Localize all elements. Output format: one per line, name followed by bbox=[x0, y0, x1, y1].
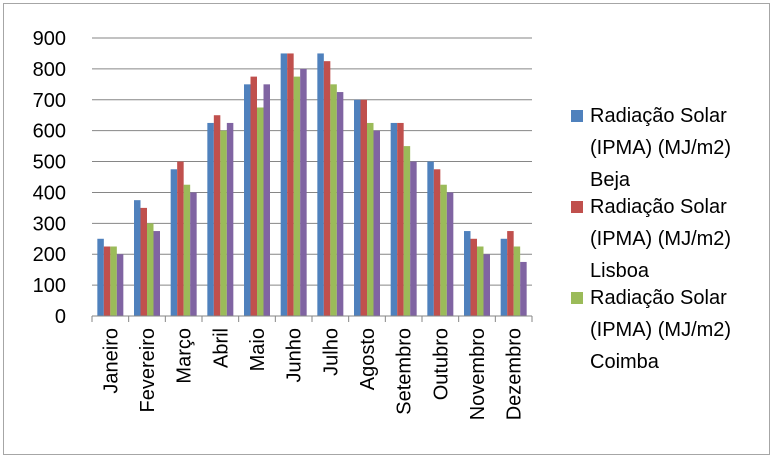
bar-outubro-series-4 bbox=[446, 192, 454, 316]
legend-label: Beja bbox=[590, 169, 631, 191]
bar-fevereiro-series-2 bbox=[140, 207, 147, 316]
y-tick-label: 400 bbox=[33, 182, 66, 204]
y-tick-label: 900 bbox=[33, 28, 66, 50]
x-tick-label: Setembro bbox=[394, 328, 416, 415]
bar-julho-series-1 bbox=[317, 53, 324, 316]
bar-dezembro-series-4 bbox=[520, 261, 527, 316]
x-tick-label: Outubro bbox=[430, 328, 452, 400]
bar-janeiro-series-2 bbox=[103, 246, 111, 316]
bar-julho-series-4 bbox=[336, 92, 344, 316]
legend-label: (IPMA) (MJ/m2) bbox=[590, 137, 731, 159]
y-tick-label: 800 bbox=[33, 59, 66, 81]
bar-novembro-series-2 bbox=[470, 238, 477, 316]
x-tick-label: Maio bbox=[247, 328, 269, 371]
legend-label: (IPMA) (MJ/m2) bbox=[590, 319, 731, 341]
bar-outubro-series-2 bbox=[433, 169, 441, 316]
legend-label: Coimba bbox=[590, 351, 660, 373]
bars bbox=[97, 53, 527, 317]
bar-abril-series-4 bbox=[226, 122, 234, 316]
bar-junho-series-2 bbox=[287, 53, 294, 316]
bar-setembro-series-2 bbox=[397, 122, 404, 316]
gridlines bbox=[92, 37, 532, 286]
x-tick-label: Abril bbox=[210, 328, 232, 368]
bar-setembro-series-3 bbox=[403, 146, 411, 316]
bar-agosto-series-4 bbox=[373, 130, 380, 316]
legend-swatch bbox=[571, 201, 583, 213]
x-tick-label: Dezembro bbox=[504, 328, 526, 420]
legend-label: Lisboa bbox=[590, 260, 650, 282]
bar-janeiro-series-3 bbox=[110, 246, 117, 316]
bar-dezembro-series-2 bbox=[507, 231, 514, 316]
bar-janeiro-series-1 bbox=[97, 238, 104, 316]
y-tick-label: 100 bbox=[33, 275, 66, 297]
bar-maio-series-3 bbox=[257, 107, 264, 316]
bar-fevereiro-series-4 bbox=[153, 231, 160, 316]
bar-julho-series-3 bbox=[330, 84, 337, 316]
axes: 0 100 200 300 400 500 600 700 800 900 Janeiro Fever… bbox=[33, 28, 533, 420]
bar-abril-series-1 bbox=[207, 122, 214, 316]
bar-novembro-series-3 bbox=[477, 246, 484, 316]
y-tick-label: 500 bbox=[33, 152, 66, 174]
y-tick-label: 300 bbox=[33, 213, 66, 235]
x-tick-label: Março bbox=[174, 328, 196, 384]
bar-maio-series-1 bbox=[244, 84, 251, 316]
bar-junho-series-3 bbox=[293, 76, 301, 316]
bar-outubro-series-3 bbox=[440, 184, 447, 316]
y-tick-label: 700 bbox=[33, 90, 66, 112]
bar-março-series-3 bbox=[183, 184, 191, 316]
bar-abril-series-3 bbox=[220, 130, 227, 316]
legend-swatch bbox=[571, 292, 583, 304]
bar-agosto-series-2 bbox=[360, 99, 367, 317]
legend-label: Radiação Solar bbox=[590, 196, 727, 218]
legend-label: Radiação Solar bbox=[590, 287, 727, 309]
bar-dezembro-series-3 bbox=[513, 246, 521, 316]
y-tick-label: 200 bbox=[33, 244, 66, 266]
bar-maio-series-2 bbox=[250, 76, 257, 316]
bar-agosto-series-3 bbox=[367, 122, 374, 316]
legend-label: (IPMA) (MJ/m2) bbox=[590, 228, 731, 250]
bar-junho-series-1 bbox=[280, 53, 288, 316]
chart-border bbox=[3, 3, 770, 455]
bar-julho-series-2 bbox=[323, 61, 331, 316]
legend: Radiação Solar (IPMA) (MJ/m2) Beja Radiação… bbox=[571, 105, 731, 373]
bar-março-series-1 bbox=[170, 169, 178, 316]
bar-novembro-series-1 bbox=[464, 231, 471, 316]
x-tick-label: Janeiro bbox=[100, 328, 122, 394]
legend-swatch bbox=[571, 110, 583, 122]
bar-setembro-series-1 bbox=[390, 122, 398, 316]
bar-abril-series-2 bbox=[213, 115, 221, 316]
legend-label: Radiação Solar bbox=[590, 105, 727, 127]
bar-junho-series-4 bbox=[300, 68, 307, 316]
x-tick-label: Fevereiro bbox=[137, 328, 159, 412]
bar-fevereiro-series-3 bbox=[147, 223, 154, 316]
bar-agosto-series-1 bbox=[354, 99, 361, 317]
bar-setembro-series-4 bbox=[410, 161, 417, 316]
bar-maio-series-4 bbox=[263, 84, 270, 316]
bar-dezembro-series-1 bbox=[500, 238, 508, 316]
bar-novembro-series-4 bbox=[483, 254, 490, 316]
bar-março-series-4 bbox=[190, 192, 197, 316]
bar-outubro-series-1 bbox=[427, 161, 434, 316]
x-tick-label: Junho bbox=[284, 328, 306, 383]
x-tick-label: Julho bbox=[320, 328, 342, 376]
bar-janeiro-series-4 bbox=[116, 254, 124, 316]
y-tick-label: 600 bbox=[33, 121, 66, 143]
y-tick-label: 0 bbox=[55, 306, 66, 328]
bar-março-series-2 bbox=[177, 161, 184, 316]
bar-fevereiro-series-1 bbox=[134, 200, 141, 316]
x-tick-label: Agosto bbox=[357, 328, 379, 390]
x-tick-label: Novembro bbox=[467, 328, 489, 420]
